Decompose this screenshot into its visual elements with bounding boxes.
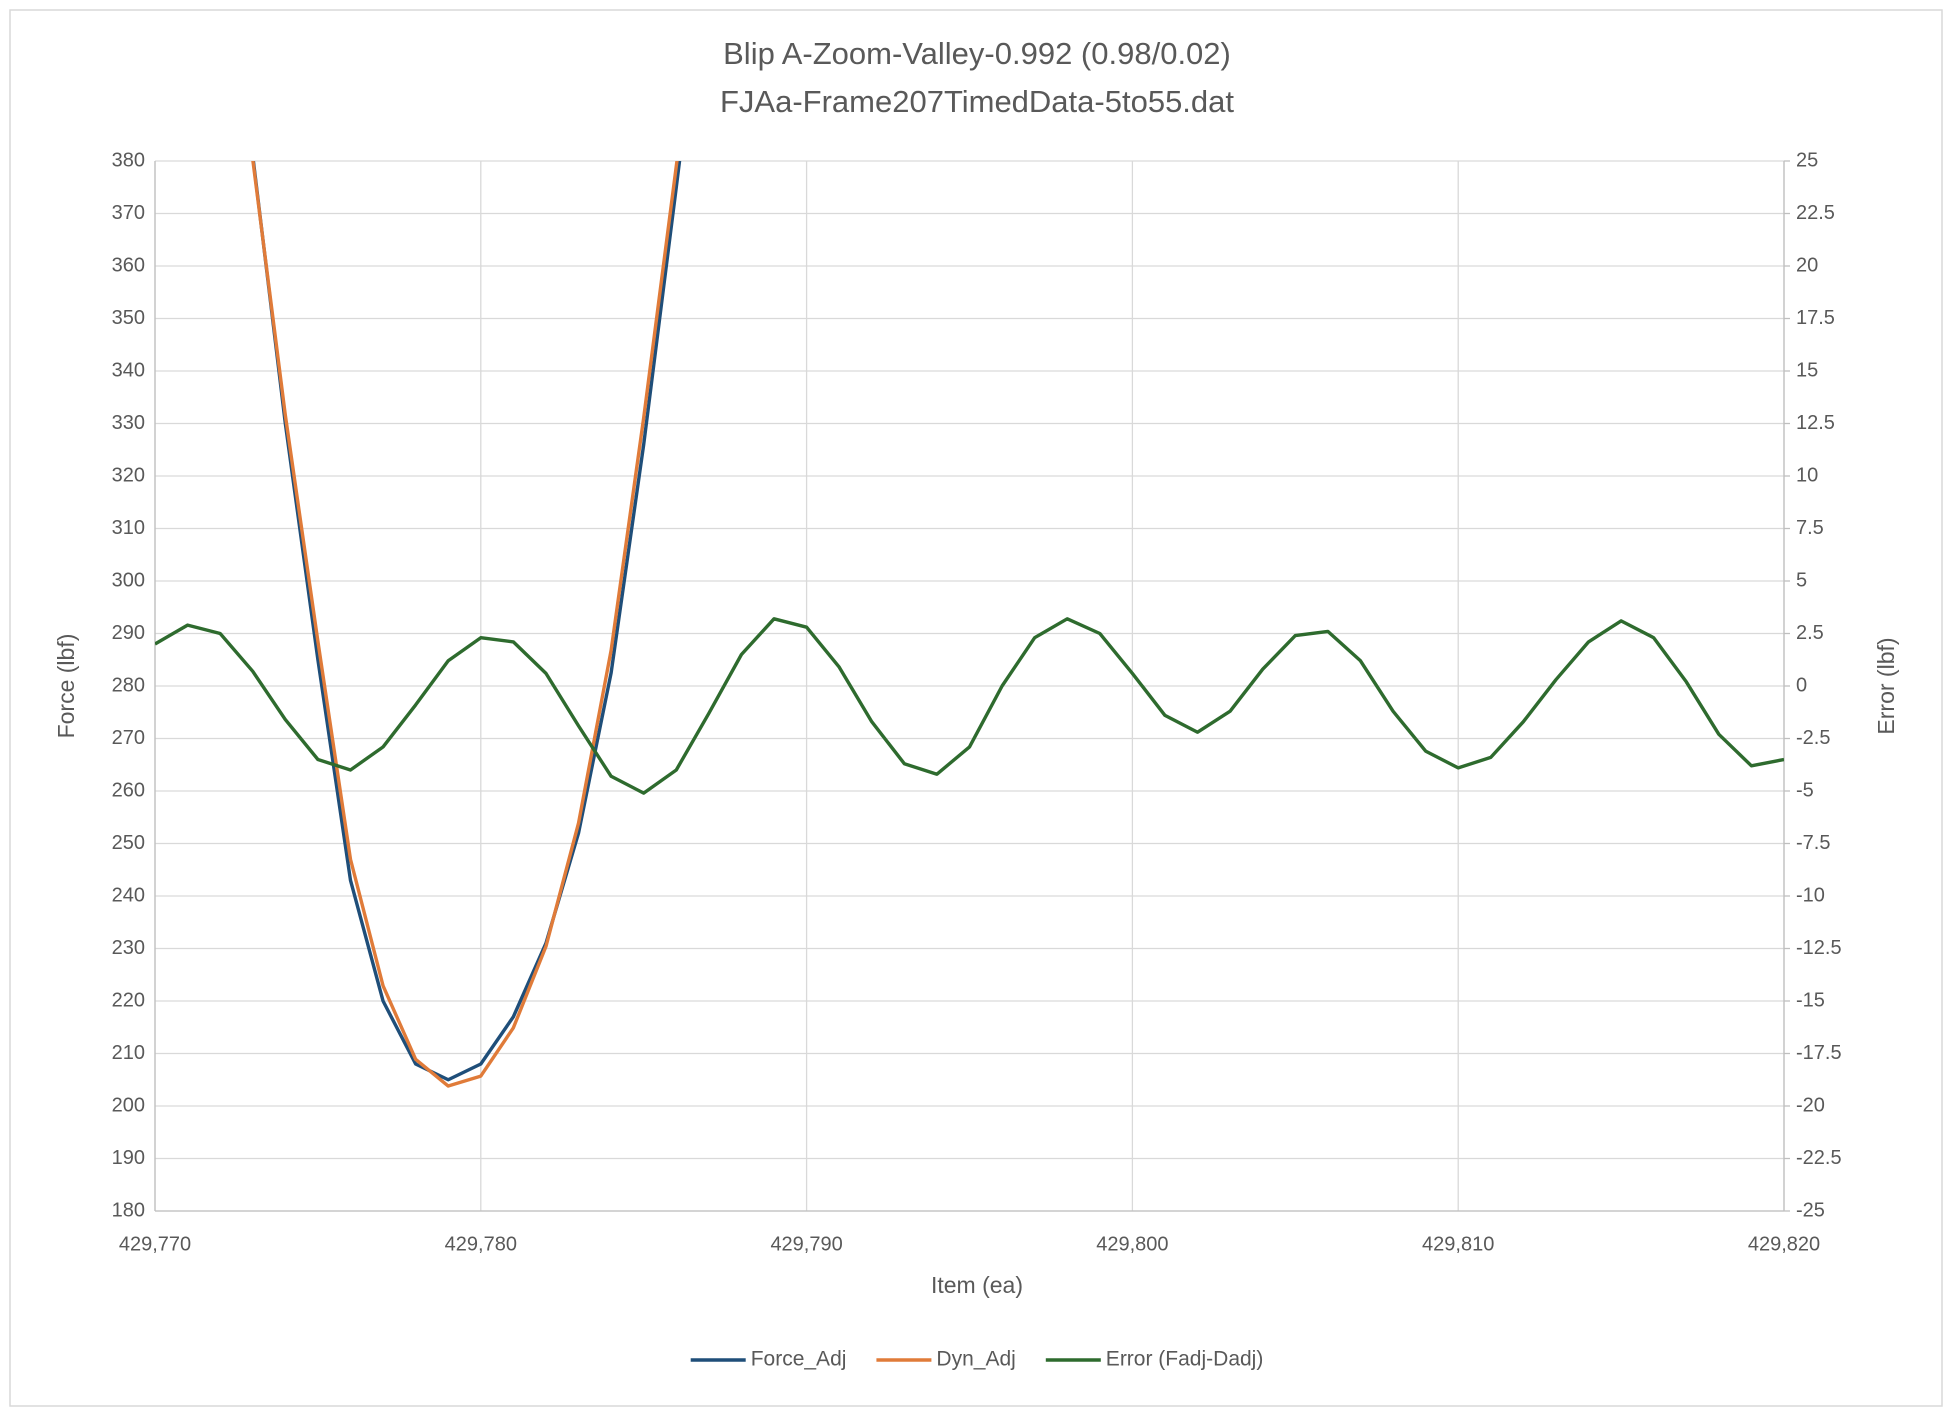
y-tick-label: 210 (112, 1042, 145, 1064)
y2-tick-label: 5 (1796, 569, 1807, 591)
y-tick-label: 270 (112, 727, 145, 749)
series-line (251, 161, 679, 1088)
plot-area (155, 161, 1784, 1088)
legend: Force_Adj Dyn_Adj Error (Fadj-Dadj) (690, 1348, 1264, 1371)
y2-tick-label: -15 (1796, 989, 1825, 1011)
y2-tick-label: -25 (1796, 1199, 1825, 1221)
y2-tick-label: -22.5 (1796, 1147, 1842, 1169)
y-tick-label: 330 (112, 412, 145, 434)
y2-tick-label: 12.5 (1796, 412, 1835, 434)
y2-tick-label: -2.5 (1796, 727, 1830, 749)
y2-tick-label: 10 (1796, 464, 1818, 486)
y2-tick-label: -12.5 (1796, 937, 1842, 959)
chart-subtitle: FJAa-Frame207TimedData-5to55.dat (720, 84, 1234, 119)
y-tick-label: 360 (112, 254, 145, 276)
y-tick-label: 280 (112, 674, 145, 696)
y2-axis-title: Error (lbf) (1873, 637, 1899, 734)
x-tick-label: 429,780 (445, 1233, 517, 1255)
legend-label: Dyn_Adj (936, 1348, 1015, 1371)
legend-label: Force_Adj (751, 1348, 847, 1371)
y-tick-label: 260 (112, 779, 145, 801)
x-axis-title: Item (ea) (931, 1272, 1023, 1298)
y2-tick-label: -10 (1796, 884, 1825, 906)
y-tick-label: 340 (112, 359, 145, 381)
y-tick-label: 240 (112, 884, 145, 906)
y-tick-label: 200 (112, 1094, 145, 1116)
x-tick-label: 429,810 (1422, 1233, 1494, 1255)
x-tick-label: 429,820 (1748, 1233, 1820, 1255)
x-tick-label: 429,770 (119, 1233, 191, 1255)
y-tick-label: 370 (112, 202, 145, 224)
y-tick-label: 320 (112, 464, 145, 486)
y-tick-label: 310 (112, 517, 145, 539)
y-tick-label: 220 (112, 989, 145, 1011)
y-tick-label: 190 (112, 1147, 145, 1169)
y2-tick-label: 17.5 (1796, 307, 1835, 329)
y2-tick-label: 7.5 (1796, 517, 1824, 539)
y-tick-label: 250 (112, 832, 145, 854)
y2-tick-label: 20 (1796, 254, 1818, 276)
y2-tick-label: 22.5 (1796, 202, 1835, 224)
x-tick-label: 429,790 (770, 1233, 842, 1255)
y2-tick-label: 25 (1796, 149, 1818, 171)
y-tick-label: 380 (112, 149, 145, 171)
chart-border (9, 9, 1943, 1407)
y2-tick-label: 2.5 (1796, 622, 1824, 644)
y-tick-label: 230 (112, 937, 145, 959)
series-line (155, 617, 1784, 795)
x-tick-label: 429,800 (1096, 1233, 1168, 1255)
series-line (251, 161, 682, 1082)
y-axis-title: Force (lbf) (53, 634, 79, 739)
y2-tick-label: -7.5 (1796, 832, 1830, 854)
y2-tick-label: 15 (1796, 359, 1818, 381)
y-tick-label: 180 (112, 1199, 145, 1221)
y2-tick-label: -17.5 (1796, 1042, 1842, 1064)
y2-tick-label: -20 (1796, 1094, 1825, 1116)
y2-tick-label: -5 (1796, 779, 1814, 801)
y2-tick-label: 0 (1796, 674, 1807, 696)
y-tick-label: 290 (112, 622, 145, 644)
legend-label: Error (Fadj-Dadj) (1106, 1348, 1264, 1371)
chart-title: Blip A-Zoom-Valley-0.992 (0.98/0.02) (723, 36, 1231, 71)
y-tick-label: 350 (112, 307, 145, 329)
y-tick-label: 300 (112, 569, 145, 591)
